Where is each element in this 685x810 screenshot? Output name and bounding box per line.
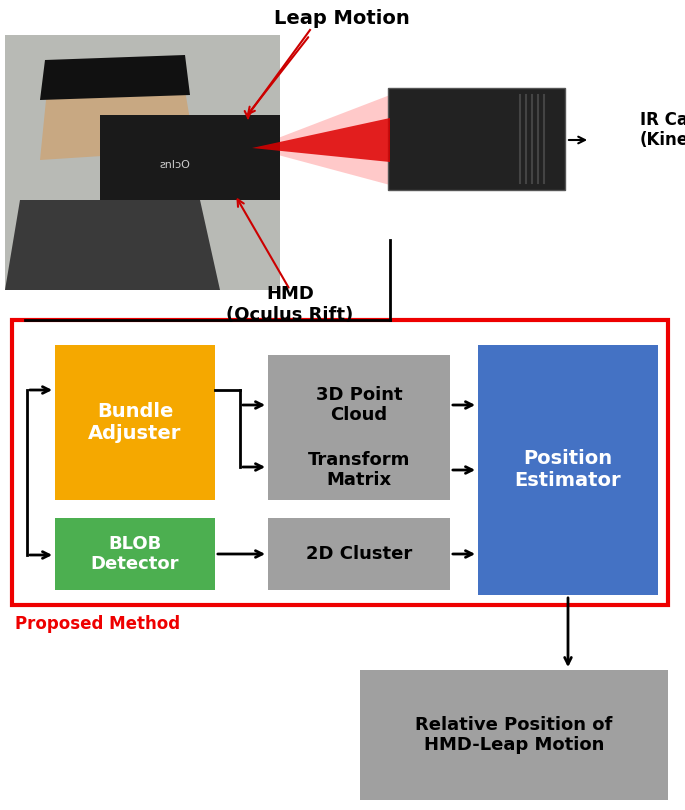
Text: Position
Estimator: Position Estimator <box>514 450 621 491</box>
Text: Proposed Method: Proposed Method <box>15 615 180 633</box>
Text: IR Camera
(Kinect): IR Camera (Kinect) <box>640 111 685 149</box>
FancyBboxPatch shape <box>268 355 450 455</box>
FancyBboxPatch shape <box>478 345 658 595</box>
Text: ƨnlɔO: ƨnlɔO <box>160 160 190 170</box>
Text: Leap Motion: Leap Motion <box>274 8 410 28</box>
FancyBboxPatch shape <box>12 320 668 605</box>
Polygon shape <box>40 55 190 100</box>
Polygon shape <box>40 60 195 160</box>
FancyBboxPatch shape <box>55 345 215 500</box>
FancyBboxPatch shape <box>5 35 280 290</box>
FancyBboxPatch shape <box>268 440 450 500</box>
FancyBboxPatch shape <box>55 518 215 590</box>
FancyBboxPatch shape <box>5 35 280 290</box>
Text: Relative Position of
HMD-Leap Motion: Relative Position of HMD-Leap Motion <box>415 715 612 754</box>
Text: Transform
Matrix: Transform Matrix <box>308 450 410 489</box>
Text: Bundle
Adjuster: Bundle Adjuster <box>88 402 182 442</box>
Text: 2D Cluster: 2D Cluster <box>306 545 412 563</box>
Polygon shape <box>252 118 390 162</box>
Polygon shape <box>5 200 220 290</box>
FancyBboxPatch shape <box>268 518 450 590</box>
Text: 3D Point
Cloud: 3D Point Cloud <box>316 386 402 424</box>
Text: BLOB
Detector: BLOB Detector <box>90 535 179 573</box>
Text: HMD
(Oculus Rift): HMD (Oculus Rift) <box>226 285 353 324</box>
FancyBboxPatch shape <box>100 115 280 200</box>
Polygon shape <box>252 95 390 185</box>
FancyBboxPatch shape <box>360 670 668 800</box>
FancyBboxPatch shape <box>388 88 565 190</box>
